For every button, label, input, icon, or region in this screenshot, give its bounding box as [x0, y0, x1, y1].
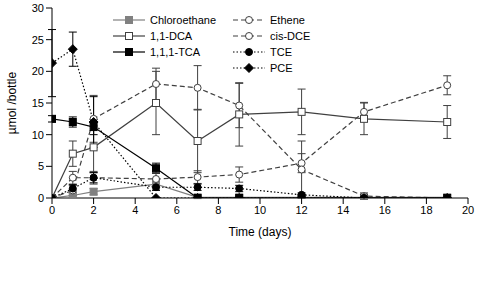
html-text:PCE: PCE — [270, 62, 293, 74]
svg-text:20: 20 — [32, 65, 44, 77]
svg-text:10: 10 — [32, 129, 44, 141]
svg-text:30: 30 — [32, 2, 44, 14]
svg-text:10: 10 — [254, 204, 266, 216]
svg-text:4: 4 — [132, 204, 138, 216]
svg-text:0: 0 — [38, 192, 44, 204]
svg-text:25: 25 — [32, 34, 44, 46]
svg-text:2: 2 — [91, 204, 97, 216]
svg-text:16: 16 — [379, 204, 391, 216]
svg-text:0: 0 — [49, 204, 55, 216]
svg-text:20: 20 — [462, 204, 474, 216]
svg-text:14: 14 — [337, 204, 349, 216]
html-text:1,1,1-TCA: 1,1,1-TCA — [150, 46, 201, 58]
svg-text:5: 5 — [38, 160, 44, 172]
html-text:Chloroethane: Chloroethane — [150, 14, 217, 26]
html-text:1,1-DCA: 1,1-DCA — [150, 30, 193, 42]
svg-text:6: 6 — [174, 204, 180, 216]
html-text:TCE: TCE — [270, 46, 292, 58]
svg-text:Time (days): Time (days) — [229, 225, 292, 239]
svg-text:µmol /bottle: µmol /bottle — [8, 72, 19, 135]
html-text:Ethene: Ethene — [270, 14, 305, 26]
svg-text:15: 15 — [32, 97, 44, 109]
svg-text:18: 18 — [420, 204, 432, 216]
svg-text:8: 8 — [215, 204, 221, 216]
html-text:cis-DCE: cis-DCE — [270, 30, 311, 42]
svg-text:12: 12 — [295, 204, 307, 216]
